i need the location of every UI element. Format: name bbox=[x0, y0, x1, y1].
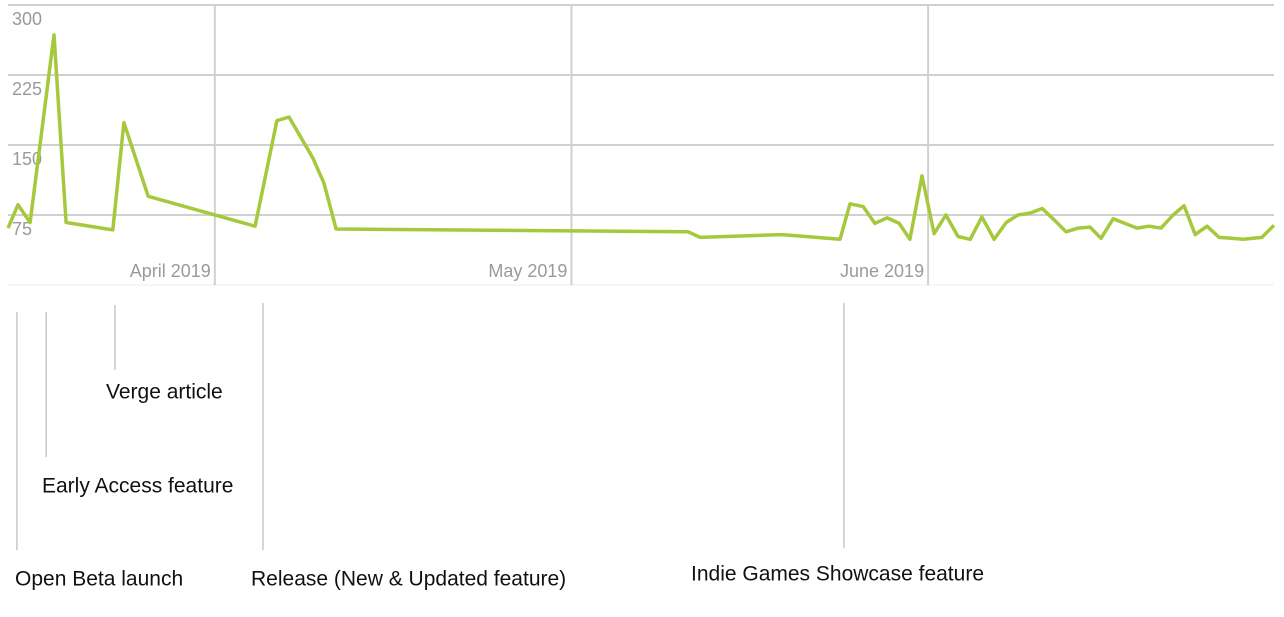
annotation-label: Verge article bbox=[106, 381, 223, 404]
y-tick-label: 75 bbox=[12, 219, 32, 239]
annotation-label: Indie Games Showcase feature bbox=[691, 563, 984, 586]
annotation-label: Release (New & Updated feature) bbox=[251, 568, 566, 591]
annotation-label: Open Beta launch bbox=[15, 568, 183, 591]
y-tick-label: 150 bbox=[12, 149, 42, 169]
y-tick-label: 300 bbox=[12, 9, 42, 29]
y-tick-label: 225 bbox=[12, 79, 42, 99]
annotation-label: Early Access feature bbox=[42, 475, 233, 498]
x-tick-label: May 2019 bbox=[488, 261, 567, 281]
x-tick-label: June 2019 bbox=[840, 261, 924, 281]
x-tick-label: April 2019 bbox=[130, 261, 211, 281]
series-line bbox=[6, 33, 1276, 242]
